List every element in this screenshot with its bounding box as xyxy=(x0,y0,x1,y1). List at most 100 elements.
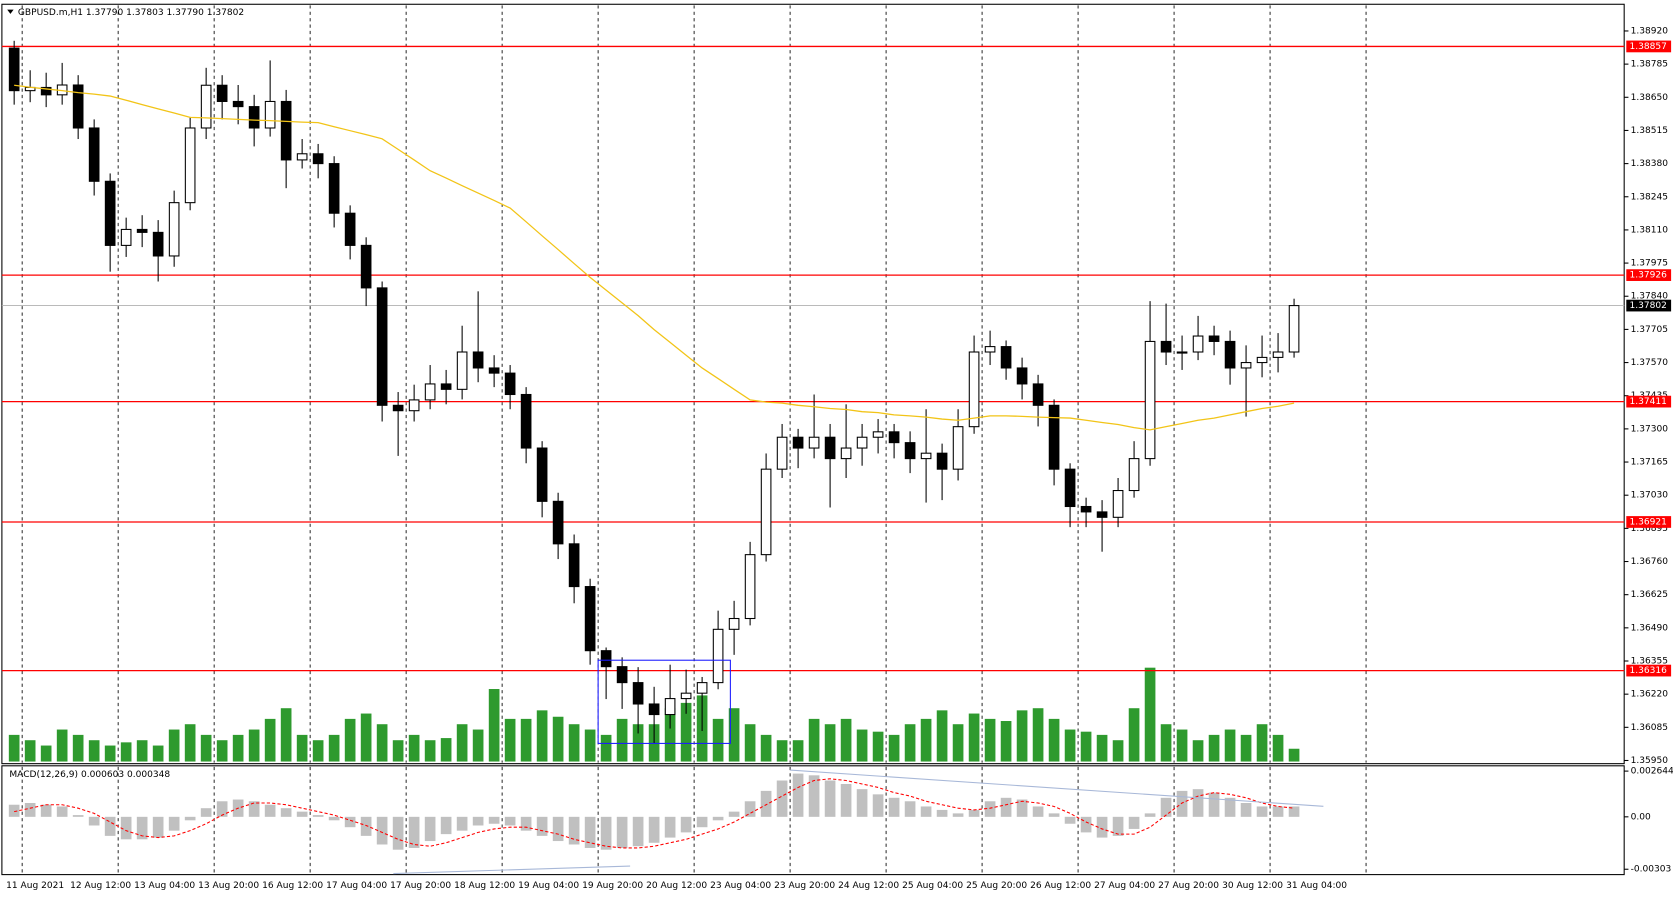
macd-histogram-bar xyxy=(200,808,212,817)
candle-body xyxy=(344,212,356,246)
volume-bar xyxy=(1176,729,1188,762)
candle-body xyxy=(1240,362,1252,369)
macd-histogram-bar xyxy=(88,816,100,826)
macd-histogram-bar xyxy=(248,801,260,817)
volume-bar xyxy=(1160,724,1172,762)
macd-histogram-bar xyxy=(264,804,276,817)
x-tick-label: 11 Aug 2021 xyxy=(6,881,64,891)
macd-histogram-bar xyxy=(584,816,596,848)
x-tick-label: 27 Aug 04:00 xyxy=(1094,881,1155,891)
level-label: 1.36316 xyxy=(1630,666,1668,676)
candle-body xyxy=(968,351,980,428)
volume-bar xyxy=(1016,710,1028,762)
y-tick-label: 1.37975 xyxy=(1631,259,1668,269)
volume-bar xyxy=(1000,721,1012,762)
candle-body xyxy=(1208,335,1220,342)
x-tick-label: 12 Aug 12:00 xyxy=(70,881,131,891)
candle-body xyxy=(120,228,132,246)
candle-body xyxy=(904,442,916,460)
macd-title: MACD(12,26,9) 0.000603 0.000348 xyxy=(9,770,170,780)
candle-body xyxy=(488,367,500,374)
volume-bar xyxy=(392,740,404,762)
macd-y-tick-label: 0.002644 xyxy=(1631,767,1673,777)
macd-histogram-bar xyxy=(1032,806,1044,817)
y-tick-label: 1.37165 xyxy=(1631,458,1668,468)
macd-histogram-bar xyxy=(968,809,980,817)
y-tick-label: 1.36085 xyxy=(1631,723,1668,733)
y-tick-label: 1.36895 xyxy=(1631,524,1668,534)
volume-bar xyxy=(104,745,116,762)
macd-histogram-bar xyxy=(24,802,36,817)
volume-bar xyxy=(680,702,692,762)
candle-body xyxy=(360,244,372,289)
volume-bar xyxy=(376,724,388,762)
macd-histogram-bar xyxy=(72,815,84,817)
macd-histogram-bar xyxy=(1160,797,1172,817)
candle-body xyxy=(88,127,100,182)
macd-histogram-bar xyxy=(424,816,436,842)
candle-body xyxy=(264,100,276,129)
macd-histogram-bar xyxy=(1256,806,1268,817)
candle-body xyxy=(840,447,852,460)
volume-bar xyxy=(24,740,36,762)
volume-bar xyxy=(904,724,916,762)
volume-bar xyxy=(1032,708,1044,762)
volume-bar xyxy=(88,740,100,762)
macd-histogram-bar xyxy=(456,816,468,831)
volume-bar xyxy=(792,740,804,762)
volume-bar xyxy=(872,731,884,762)
candle-body xyxy=(408,399,420,412)
candle-body xyxy=(648,703,660,716)
macd-histogram-bar xyxy=(488,816,500,824)
x-tick-label: 17 Aug 04:00 xyxy=(326,881,387,891)
volume-bar xyxy=(1048,718,1060,762)
volume-bar xyxy=(520,718,532,762)
candle-body xyxy=(152,231,164,257)
macd-histogram-bar xyxy=(664,816,676,838)
volume-bar xyxy=(248,729,260,762)
candle-body xyxy=(856,436,868,449)
macd-histogram-bar xyxy=(392,816,404,850)
candle-body xyxy=(1272,351,1284,358)
vertical-grid xyxy=(21,5,1367,874)
macd-histogram-bar xyxy=(728,811,740,817)
x-tick-label: 25 Aug 04:00 xyxy=(902,881,963,891)
macd-histogram-bar xyxy=(440,816,452,835)
candle-body xyxy=(200,84,212,129)
volume-bar xyxy=(328,734,340,762)
volume-bar xyxy=(712,718,724,762)
candle-body xyxy=(792,436,804,449)
volume-bar xyxy=(1240,734,1252,762)
y-tick-label: 1.38110 xyxy=(1631,225,1669,235)
macd-histogram-bar xyxy=(376,816,388,845)
volume-bar xyxy=(184,724,196,762)
levels-layer xyxy=(1,45,1625,672)
current-price-label: 1.37802 xyxy=(1630,301,1667,311)
macd-histogram-bar xyxy=(824,780,836,817)
candle-body xyxy=(1224,340,1236,369)
macd-histogram-bar xyxy=(600,816,612,850)
macd-histogram-bar xyxy=(808,775,820,817)
candle-body xyxy=(1128,458,1140,492)
macd-histogram-bar xyxy=(1224,797,1236,817)
macd-histogram-bar xyxy=(344,816,356,828)
candle-body xyxy=(1176,351,1188,354)
volume-bar xyxy=(152,745,164,762)
candle-body xyxy=(664,698,676,716)
macd-histogram-bar xyxy=(792,773,804,817)
macd-histogram-bar xyxy=(184,816,196,821)
volume-bar xyxy=(568,724,580,762)
y-tick-label: 1.38650 xyxy=(1631,93,1669,103)
volume-bar xyxy=(1080,731,1092,762)
x-tick-label: 26 Aug 12:00 xyxy=(1030,881,1091,891)
candle-body xyxy=(1112,490,1124,518)
candle-body xyxy=(232,100,244,108)
y-tick-label: 1.36490 xyxy=(1631,623,1669,633)
x-tick-label: 17 Aug 20:00 xyxy=(390,881,451,891)
volume-bar xyxy=(536,710,548,762)
macd-histogram-bar xyxy=(840,783,852,817)
x-tick-label: 13 Aug 20:00 xyxy=(198,881,259,891)
menu-arrow[interactable] xyxy=(7,9,14,14)
macd-histogram-bar xyxy=(312,815,324,817)
candle-body xyxy=(680,692,692,700)
